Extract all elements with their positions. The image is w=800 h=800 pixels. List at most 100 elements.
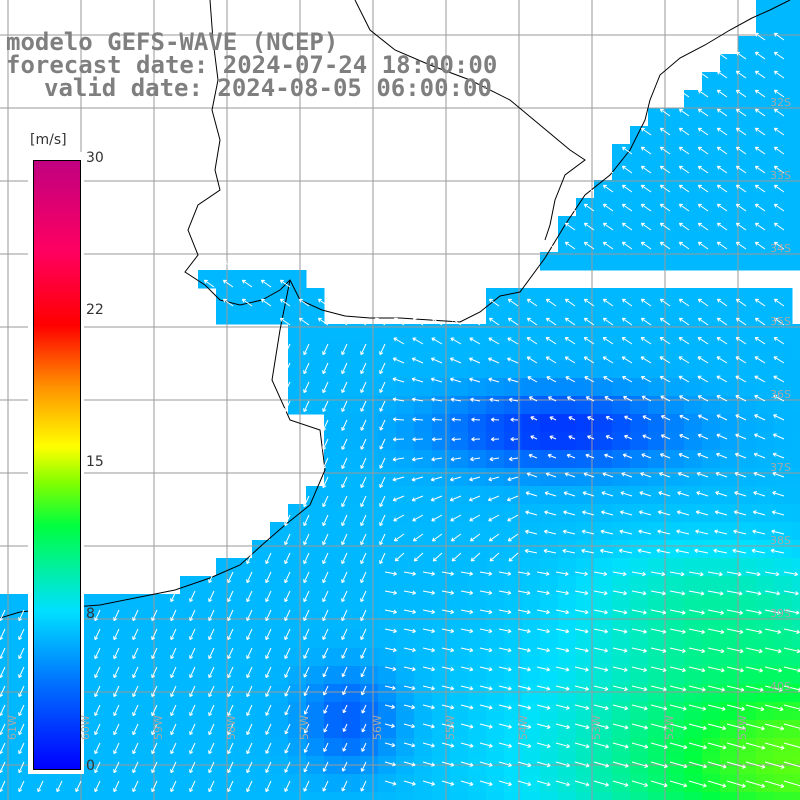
wind-speed-cell (468, 378, 487, 397)
wind-arrow (602, 356, 614, 364)
wind-arrow (772, 433, 785, 440)
wind-speed-cell (378, 648, 397, 667)
wind-arrow (94, 628, 101, 641)
wind-speed-cell (720, 468, 739, 487)
wind-arrow (489, 552, 500, 562)
wind-speed-cell (342, 486, 361, 505)
wind-speed-cell (270, 774, 289, 793)
wind-arrow (773, 89, 785, 98)
wind-speed-cell (612, 702, 631, 721)
wind-arrow (735, 70, 747, 79)
wind-speed-cell (270, 720, 289, 739)
wind-arrow (451, 417, 462, 422)
wind-speed-cell (360, 774, 379, 793)
wind-speed-cell (324, 648, 343, 667)
wind-arrow (412, 533, 424, 542)
wind-speed-cell (594, 432, 613, 451)
wind-arrow (659, 336, 671, 345)
wind-speed-cell (504, 540, 523, 559)
wind-arrow (488, 298, 500, 307)
wind-arrow (360, 381, 367, 394)
wind-arrow (640, 241, 652, 250)
wind-arrow (753, 491, 766, 497)
wind-speed-cell (666, 342, 685, 361)
wind-speed-cell (684, 378, 703, 397)
wind-speed-cell (288, 342, 307, 361)
wind-speed-cell (630, 540, 649, 559)
wind-arrow (170, 780, 177, 793)
wind-arrow (659, 108, 671, 117)
wind-speed-cell (450, 504, 469, 523)
wind-speed-cell (468, 360, 487, 379)
wind-arrow (669, 723, 688, 730)
wind-speed-cell (450, 540, 469, 559)
wind-arrow (471, 437, 481, 442)
wind-arrow (498, 571, 512, 576)
wind-arrow (488, 514, 500, 522)
wind-speed-cell (414, 378, 433, 397)
wind-arrow (517, 628, 531, 634)
wind-speed-cell (306, 306, 325, 325)
wind-speed-cell (414, 486, 433, 505)
wind-arrow (526, 317, 538, 326)
wind-arrow (745, 761, 766, 769)
wind-speed-cell (414, 666, 433, 685)
longitude-label: 56W (371, 715, 384, 740)
wind-arrow (697, 89, 709, 98)
wind-speed-cell (342, 504, 361, 523)
wind-speed-cell (90, 630, 109, 649)
wind-arrow (151, 647, 158, 660)
wind-arrow (56, 780, 63, 793)
wind-speed-cell (486, 738, 505, 757)
wind-speed-cell (612, 234, 631, 253)
wind-arrow (517, 666, 531, 672)
wind-speed-cell (666, 108, 685, 127)
wind-speed-cell (612, 396, 631, 415)
wind-speed-cell (558, 378, 577, 397)
wind-arrow (508, 397, 519, 403)
wind-arrow (0, 704, 6, 717)
wind-speed-cell (198, 738, 217, 757)
wind-speed-cell (198, 792, 217, 800)
wind-speed-cell (756, 252, 775, 271)
wind-arrow (341, 476, 348, 489)
wind-arrow (341, 552, 348, 565)
wind-arrow (536, 761, 551, 768)
wind-arrow (189, 590, 196, 603)
wind-arrow (246, 628, 253, 641)
wind-speed-cell (108, 648, 127, 667)
wind-arrow (735, 203, 747, 212)
wind-speed-cell (306, 540, 325, 559)
wind-arrow (265, 666, 272, 679)
wind-arrow (593, 780, 609, 787)
wind-speed-cell (720, 306, 739, 325)
wind-speed-cell (702, 630, 721, 649)
wind-speed-cell (684, 558, 703, 577)
wind-arrow (450, 317, 462, 326)
wind-arrow (612, 780, 629, 787)
wind-speed-cell (414, 414, 433, 433)
wind-speed-cell (90, 666, 109, 685)
wind-speed-cell (216, 702, 235, 721)
wind-arrow (621, 241, 633, 250)
wind-arrow (441, 704, 455, 710)
wind-arrow (600, 529, 614, 535)
wind-arrow (479, 647, 493, 653)
wind-speed-cell (702, 72, 721, 91)
wind-arrow (132, 647, 139, 660)
wind-arrow (284, 571, 291, 584)
wind-arrow (745, 742, 766, 750)
wind-speed-cell (504, 342, 523, 361)
wind-speed-cell (414, 792, 433, 800)
wind-speed-cell (612, 792, 631, 800)
wind-speed-cell (180, 594, 199, 613)
wind-arrow (697, 241, 709, 250)
wind-speed-cell (216, 684, 235, 703)
wind-speed-cell (36, 774, 55, 793)
wind-arrow (208, 704, 215, 717)
wind-arrow (622, 453, 633, 459)
wind-arrow (697, 433, 709, 440)
wind-speed-cell (198, 648, 217, 667)
wind-speed-cell (468, 522, 487, 541)
wind-speed-cell (468, 648, 487, 667)
